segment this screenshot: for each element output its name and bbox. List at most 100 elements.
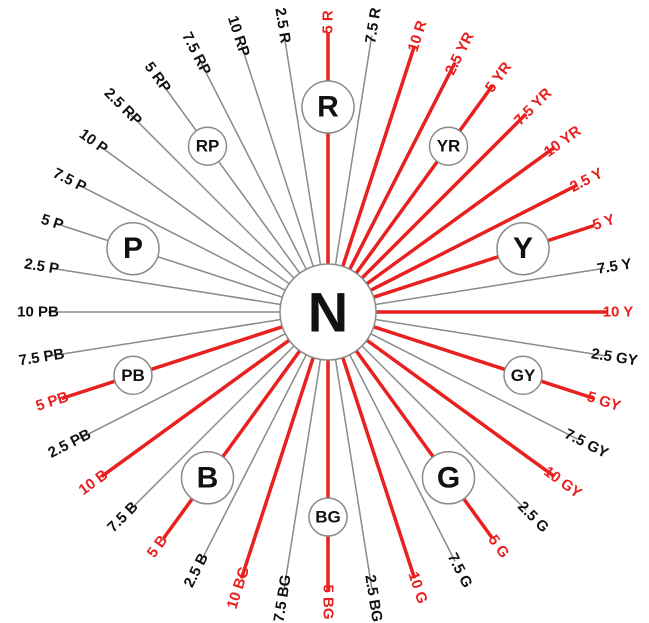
spoke-label-7-5-yr: 7.5 YR — [511, 85, 555, 129]
spoke-7-5-gy — [370, 333, 578, 440]
spoke-label-10-rp: 10 RP — [224, 14, 253, 59]
spoke-7-5-rp — [200, 62, 307, 270]
hue-circle-rp: RP — [187, 126, 228, 166]
spoke-5-g — [354, 349, 495, 540]
spoke-label-5-bg: 5 BG — [320, 584, 337, 619]
spoke-10-bg — [239, 357, 315, 579]
spoke-label-10-r: 10 R — [405, 18, 431, 54]
neutral-center-label: N — [308, 281, 348, 344]
spoke-label-2-5-pb: 2.5 PB — [45, 426, 94, 462]
spoke-10-g — [341, 357, 417, 579]
hue-circle-b-label: B — [197, 461, 219, 494]
spoke-10-rp — [240, 45, 314, 267]
spoke-label-5-pb: 5 PB — [34, 388, 71, 415]
spoke-label-5-r: 5 R — [320, 10, 337, 34]
spoke-label-10-yr: 10 YR — [541, 122, 585, 160]
hue-circle-b: B — [180, 451, 235, 505]
hue-circle-r: R — [301, 80, 355, 134]
hue-circle-rp-shape — [187, 126, 228, 166]
spoke-2-5-rp — [129, 113, 295, 279]
spoke-7-5-b — [129, 345, 295, 511]
spoke-10-p — [101, 146, 290, 285]
hue-circle-y-label: Y — [513, 232, 533, 265]
spoke-label-10-pb: 10 PB — [17, 304, 59, 321]
neutral-center-circle — [279, 263, 377, 361]
spoke-5-b — [161, 349, 302, 540]
spoke-label-5-y: 5 Y — [591, 211, 617, 234]
spoke-label-2-5-y: 2.5 Y — [567, 165, 606, 196]
hue-circle-bg: BG — [308, 497, 348, 537]
spoke-7-5-g — [349, 354, 456, 562]
spoke-2-5-b — [200, 354, 307, 562]
spoke-label-7-5-y: 7.5 Y — [596, 255, 633, 277]
spoke-5-p — [61, 224, 283, 298]
hue-circle-pb: PB — [113, 355, 153, 396]
hue-circle-gy-shape — [503, 355, 543, 396]
spoke-label-10-bg: 10 BG — [224, 565, 254, 611]
hue-circle-r-label: R — [317, 91, 339, 124]
spoke-5-rp — [162, 85, 301, 274]
spoke-5-gy — [373, 325, 595, 401]
spoke-2-5-pb — [78, 333, 286, 440]
spoke-label-10-p: 10 P — [76, 126, 111, 158]
hue-circle-y-shape — [496, 221, 550, 276]
spoke-label-10-y: 10 Y — [603, 304, 634, 321]
spoke-7-5-y — [375, 267, 605, 306]
hue-circle-g-shape — [421, 451, 476, 505]
spoke-label-10-b: 10 B — [76, 466, 112, 498]
spoke-label-2-5-gy: 2.5 GY — [590, 345, 639, 369]
spoke-label-2-5-yr: 2.5 YR — [442, 29, 478, 77]
spoke-label-5-g: 5 G — [485, 532, 513, 562]
spoke-label-2-5-bg: 2.5 BG — [361, 574, 385, 623]
spoke-2-5-bg — [334, 359, 373, 589]
spoke-label-2-5-p: 2.5 P — [23, 255, 60, 277]
spoke-label-7-5-gy: 7.5 GY — [562, 426, 611, 462]
spokes-layer — [48, 32, 608, 592]
hue-circle-pb-shape — [113, 355, 153, 396]
spoke-10-b — [100, 338, 291, 479]
spoke-label-10-gy: 10 GY — [540, 463, 584, 502]
spoke-label-2-5-rp: 2.5 RP — [101, 85, 145, 129]
spoke-label-7-5-bg: 7.5 BG — [270, 574, 294, 623]
spoke-2-5-gy — [375, 318, 605, 357]
spoke-label-7-5-r: 7.5 R — [362, 6, 384, 44]
hue-circle-yr-label: YR — [437, 137, 461, 156]
spoke-7-5-yr — [360, 112, 528, 280]
spoke-2-5-yr — [348, 61, 457, 270]
spoke-label-5-gy: 5 GY — [585, 388, 623, 415]
spoke-label-2-5-r: 2.5 R — [271, 7, 293, 45]
spoke-label-5-b: 5 B — [144, 532, 172, 561]
spoke-label-2-5-g: 2.5 G — [514, 498, 552, 536]
spoke-7-5-r — [334, 35, 373, 265]
spoke-7-5-p — [78, 184, 286, 291]
hue-circle-g: G — [421, 451, 476, 505]
hue-circle-r-shape — [301, 80, 355, 134]
hue-circle-gy: GY — [503, 355, 543, 396]
spoke-label-5-p: 5 P — [39, 211, 66, 234]
spoke-label-7-5-g: 7.5 G — [444, 550, 476, 590]
spoke-2-5-y — [370, 183, 579, 292]
spoke-label-7-5-pb: 7.5 PB — [18, 345, 66, 369]
spoke-10-r — [341, 45, 417, 267]
spoke-5-pb — [61, 325, 283, 401]
hue-circle-bg-shape — [308, 497, 348, 537]
hue-circle-bg-label: BG — [315, 508, 341, 527]
hue-circle-pb-label: PB — [121, 366, 145, 385]
spoke-label-7-5-p: 7.5 P — [50, 165, 89, 196]
neutral-center: N — [279, 263, 377, 361]
hue-circle-p-shape — [106, 221, 160, 276]
spoke-2-5-r — [283, 35, 322, 265]
hue-circle-p: P — [106, 221, 160, 276]
hue-circle-b-shape — [180, 451, 235, 505]
spoke-label-5-rp: 5 RP — [141, 59, 174, 96]
spoke-label-10-g: 10 G — [404, 570, 430, 606]
spoke-label-2-5-b: 2.5 B — [181, 550, 212, 590]
hue-circle-rp-label: RP — [196, 137, 220, 156]
spoke-2-5-p — [51, 267, 281, 306]
spoke-5-y — [373, 223, 595, 299]
spoke-10-yr — [365, 145, 556, 286]
spoke-7-5-pb — [51, 318, 281, 357]
spoke-10-gy — [365, 338, 556, 479]
hue-circle-p-label: P — [123, 232, 143, 265]
